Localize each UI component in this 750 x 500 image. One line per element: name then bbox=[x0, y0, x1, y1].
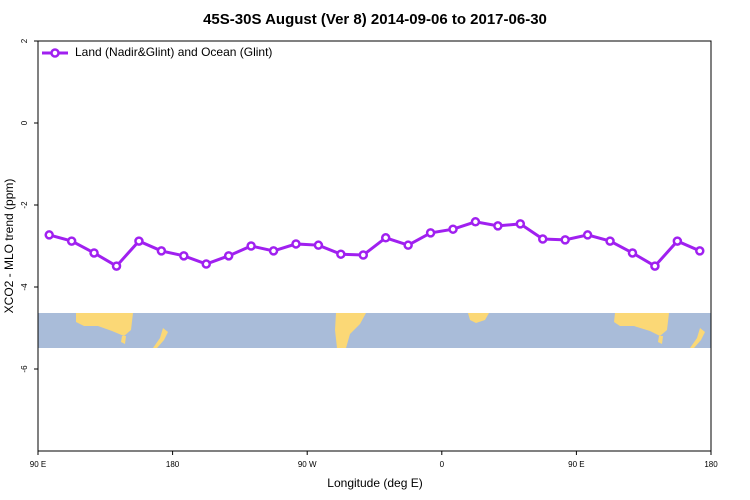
point bbox=[291, 239, 301, 249]
x-tick-label: 90 W bbox=[298, 460, 317, 469]
point bbox=[111, 261, 122, 271]
series-line bbox=[48, 220, 701, 269]
point bbox=[223, 251, 234, 261]
map-strip bbox=[38, 313, 711, 348]
legend-label: Land (Nadir&Glint) and Ocean (Glint) bbox=[75, 45, 272, 59]
point bbox=[650, 261, 660, 271]
point bbox=[336, 249, 346, 259]
point bbox=[179, 251, 189, 261]
point bbox=[403, 240, 413, 250]
x-tick-label: 180 bbox=[704, 460, 718, 469]
point bbox=[156, 246, 167, 256]
point bbox=[268, 246, 279, 256]
plot-frame bbox=[37, 40, 712, 452]
y-axis-label: XCO2 - MLO trend (ppm) bbox=[2, 179, 16, 314]
point bbox=[515, 219, 526, 229]
y-tick-label: -6 bbox=[20, 365, 29, 373]
point bbox=[358, 250, 369, 260]
point bbox=[66, 236, 77, 246]
x-tick-label: 180 bbox=[166, 460, 180, 469]
legend-marker bbox=[50, 48, 60, 58]
point bbox=[380, 233, 391, 243]
point bbox=[672, 236, 683, 246]
y-tick-label: -4 bbox=[20, 283, 29, 291]
point bbox=[425, 228, 436, 238]
point bbox=[605, 236, 615, 246]
point bbox=[313, 240, 324, 250]
chart-title: 45S-30S August (Ver 8) 2014-09-06 to 201… bbox=[203, 11, 547, 28]
point bbox=[695, 246, 705, 256]
x-axis-label: Longitude (deg E) bbox=[327, 476, 422, 490]
point bbox=[44, 230, 54, 240]
point bbox=[560, 235, 570, 245]
x-tick-label: 90 E bbox=[568, 460, 584, 469]
point bbox=[134, 236, 144, 246]
point bbox=[493, 221, 503, 231]
x-tick-label: 90 E bbox=[30, 460, 46, 469]
y-tick-label: 2 bbox=[20, 38, 29, 43]
point bbox=[470, 217, 481, 227]
y-tick-label: 0 bbox=[20, 120, 29, 125]
point bbox=[201, 259, 211, 269]
point bbox=[448, 224, 458, 234]
point bbox=[627, 248, 638, 258]
point bbox=[538, 234, 548, 244]
point bbox=[89, 248, 99, 258]
point bbox=[582, 230, 593, 240]
point bbox=[246, 241, 256, 251]
y-tick-label: -2 bbox=[20, 201, 29, 209]
x-tick-label: 0 bbox=[440, 460, 445, 469]
